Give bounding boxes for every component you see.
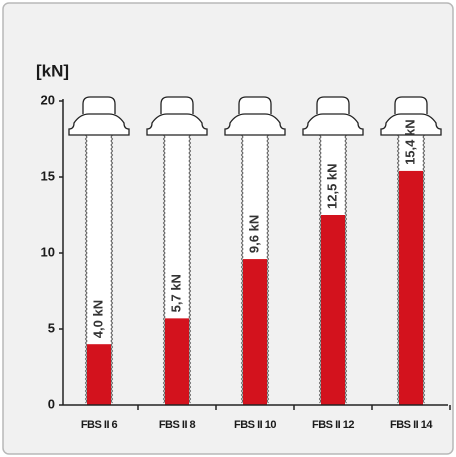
screw-thread: [240, 134, 244, 404]
screw-thread: [396, 134, 400, 404]
x-tick-label: FBS II 14: [390, 419, 433, 431]
screw-head: [380, 96, 442, 136]
screw-thread: [84, 134, 88, 404]
screw-head: [146, 96, 208, 136]
x-tick-label: FBS II 6: [81, 419, 118, 431]
bar: [87, 344, 111, 405]
y-tick-label: 15: [41, 168, 55, 183]
screw-thread: [422, 134, 426, 404]
screw-head: [302, 96, 364, 136]
value-label: 5,7 kN: [168, 274, 183, 312]
bar: [243, 259, 267, 405]
bar: [399, 170, 423, 405]
y-tick-label: 0: [48, 396, 55, 411]
bar: [321, 215, 345, 405]
screw-thread: [266, 134, 270, 404]
screw-thread: [188, 134, 192, 404]
screw-head: [68, 96, 130, 136]
y-tick-label: 5: [48, 320, 55, 335]
x-tick-label: FBS II 12: [312, 419, 354, 431]
y-axis-label: [kN]: [36, 61, 69, 80]
screw-thread: [344, 134, 348, 404]
x-tick-label: FBS II 10: [234, 419, 276, 431]
value-label: 4,0 kN: [90, 300, 105, 338]
y-tick-label: 10: [41, 244, 55, 259]
bar: [165, 318, 189, 405]
screw-thread: [110, 134, 114, 404]
screw-head: [224, 96, 286, 136]
value-label: 9,6 kN: [246, 215, 261, 253]
screw-thread: [162, 134, 166, 404]
value-label: 12,5 kN: [324, 163, 339, 209]
screw-thread: [318, 134, 322, 404]
y-tick-label: 20: [41, 92, 55, 107]
x-tick-label: FBS II 8: [159, 419, 196, 431]
value-label: 15,4 kN: [402, 119, 417, 165]
